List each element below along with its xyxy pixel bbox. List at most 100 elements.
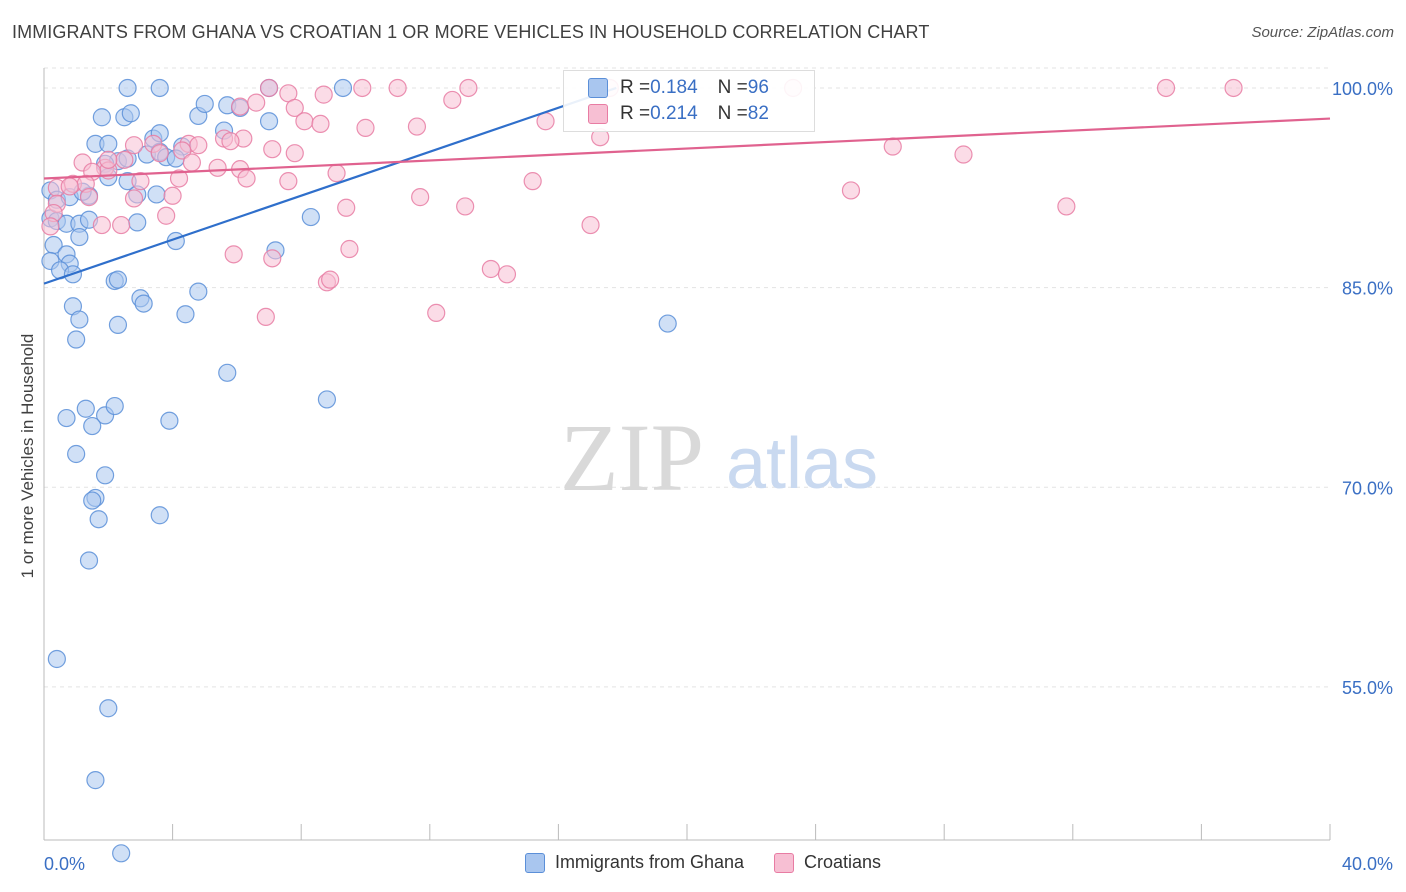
ghana-point: [108, 315, 128, 334]
tick-labels: 55.0% 70.0% 85.0% 100.0% 0.0% 40.0%: [44, 79, 1393, 874]
ghana-point: [83, 416, 102, 436]
croatians-point: [157, 206, 176, 225]
legend-item-croatians: Croatians: [774, 852, 881, 873]
ghana-point: [317, 390, 337, 409]
ghana-point: [333, 78, 353, 98]
croatians-point: [954, 145, 973, 164]
ghana-point: [79, 551, 99, 570]
watermark-zip: ZIP: [560, 404, 704, 511]
ghana-point: [121, 104, 140, 123]
ghana-point: [218, 363, 237, 382]
croatians-point: [60, 177, 79, 196]
croatians-point: [443, 90, 462, 110]
ghana-point: [176, 305, 195, 324]
ghana-point: [147, 185, 166, 204]
y-tick-label: 100.0%: [1332, 79, 1393, 99]
croatians-point: [182, 153, 201, 172]
croatians-point: [150, 144, 169, 163]
y-tick-label: 70.0%: [1342, 478, 1393, 498]
croatians-point: [327, 164, 346, 183]
ghana-point: [99, 699, 118, 718]
ghana-point: [150, 506, 169, 525]
croatians-point: [263, 249, 282, 268]
croatians-point: [1224, 78, 1243, 98]
ghana-point: [83, 491, 102, 510]
croatians-point: [523, 172, 542, 191]
ghana-point: [105, 396, 124, 416]
croatians-point: [92, 215, 111, 235]
croatians-point: [247, 93, 266, 112]
croatians-point: [581, 215, 600, 235]
croatians-point: [883, 137, 902, 156]
x-tick-label: 40.0%: [1342, 854, 1393, 874]
y-tick-label: 55.0%: [1342, 678, 1393, 698]
croatians-r-value: 0.214: [650, 103, 698, 124]
croatians-point: [208, 158, 227, 177]
ghana-point: [134, 294, 153, 313]
croatians-point: [173, 141, 192, 160]
chart-title: IMMIGRANTS FROM GHANA VS CROATIAN 1 OR M…: [12, 22, 930, 42]
ghana-point: [160, 411, 179, 430]
croatians-point: [459, 78, 478, 98]
ghana-point: [86, 771, 105, 790]
y-tick-label: 85.0%: [1342, 279, 1393, 299]
croatians-point: [411, 188, 430, 207]
croatians-point: [337, 198, 356, 217]
ghana-swatch: [588, 78, 608, 98]
stats-legend-row-ghana: R = 0.184 N = 96: [588, 75, 769, 101]
croatians-point: [456, 197, 475, 216]
croatians-point: [321, 270, 340, 289]
croatians-point: [295, 112, 314, 131]
ghana-point: [259, 112, 279, 131]
legend-swatch-ghana: [524, 852, 545, 873]
ghana-point: [108, 270, 128, 289]
croatians-point: [285, 98, 304, 118]
croatians-point: [1057, 197, 1076, 216]
stats-legend: R = 0.184 N = 96 R = 0.214 N = 82: [563, 70, 815, 132]
croatians-point: [99, 150, 118, 169]
series-croatians: [41, 78, 1243, 327]
ghana-point: [658, 314, 677, 333]
stats-legend-row-croatians: R = 0.214 N = 82: [588, 101, 769, 127]
croatians-point: [314, 85, 333, 104]
series-legend: Immigrants from Ghana Croatians: [0, 852, 1406, 873]
ghana-r-label: R =: [620, 77, 651, 98]
croatians-point: [279, 172, 298, 191]
ghana-point: [95, 466, 115, 485]
croatians-point: [124, 189, 144, 208]
ghana-point: [70, 310, 89, 329]
croatians-point: [356, 118, 375, 137]
ghana-point: [47, 649, 66, 669]
croatians-point: [311, 114, 330, 134]
x-tick-label: 0.0%: [44, 854, 85, 874]
legend-swatch-croatians: [774, 852, 794, 873]
croatians-point: [353, 78, 372, 98]
croatians-point: [256, 307, 275, 327]
ghana-r-value: 0.184: [650, 77, 698, 98]
croatians-point: [112, 215, 131, 235]
croatians-point: [124, 136, 144, 155]
trend-lines: [43, 86, 1331, 285]
croatians-point: [427, 303, 446, 323]
croatians-point: [340, 239, 359, 259]
ghana-point: [112, 844, 131, 863]
ghana-point: [189, 282, 208, 301]
croatians-point: [131, 172, 150, 191]
ghana-point: [128, 213, 147, 232]
croatians-point: [79, 188, 99, 207]
croatians-point: [388, 78, 407, 98]
croatians-point: [407, 117, 427, 136]
ghana-point: [89, 510, 108, 529]
ghana-point: [195, 94, 214, 114]
croatians-n-value: 82: [747, 103, 769, 124]
croatians-point: [115, 150, 134, 169]
chart-source: Source: ZipAtlas.com: [1251, 24, 1394, 41]
legend-label-croatians: Croatians: [804, 852, 882, 872]
croatians-point: [221, 132, 240, 151]
croatians-n-label: N =: [717, 103, 748, 124]
ghana-n-value: 96: [747, 77, 769, 98]
croatians-point: [263, 140, 282, 159]
ghana-point: [150, 78, 169, 98]
legend-label-ghana: Immigrants from Ghana: [554, 852, 744, 872]
